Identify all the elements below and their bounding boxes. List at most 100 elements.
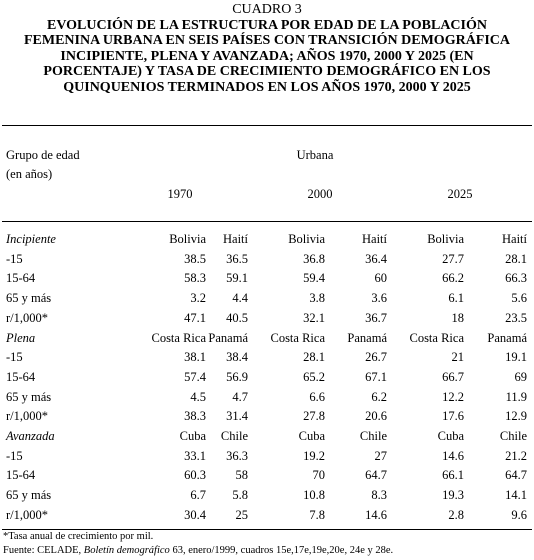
row-label: 65 y más [6,488,52,503]
source-prefix: Fuente: CELADE, [3,545,84,556]
table-cell: 18 [451,310,465,325]
country-header: Haití [362,232,387,246]
group-header: Urbana [296,148,334,162]
table-cell: 5.6 [511,291,527,306]
country-header: Haití [223,232,248,246]
table-cell: 6.1 [448,291,464,306]
table-cell: 9.6 [511,507,527,522]
table-cell: 47.1 [184,310,206,325]
table-cell: 4.4 [232,291,248,306]
table-cell: 67.1 [365,369,387,384]
table-cell: 60.3 [184,468,206,483]
table-cell: 66.7 [442,369,464,384]
row-label-header: Grupo de edad [6,148,80,162]
country-header: Costa Rica [409,330,464,345]
table-cell: 59.1 [226,271,248,286]
year-header-2025: 2025 [447,187,473,201]
row-label: -15 [6,251,23,266]
table-cell: 30.4 [184,507,206,522]
table-cell: 33.1 [184,448,206,463]
table-cell: 31.4 [226,409,248,424]
table-cell: 2.8 [448,507,464,522]
table-cell: 40.5 [226,310,248,325]
table-cell: 64.7 [505,468,527,483]
table-cell: 59.4 [303,271,325,286]
table-cell: 6.2 [371,389,387,404]
row-label-units: (en años) [6,167,53,181]
row-label: -15 [6,350,23,365]
source-suffix: 63, enero/1999, cuadros 15e,17e,19e,20e,… [169,545,394,556]
table-number: CUADRO 3 [232,2,302,17]
country-header: Panamá [487,330,527,345]
row-label: 15-64 [6,271,36,286]
table-cell: 11.9 [505,389,527,404]
table-cell: 69 [514,369,528,384]
table-cell: 5.8 [232,488,248,503]
table-cell: 14.1 [505,488,527,503]
section-label: Incipiente [6,232,56,246]
table-cell: 21 [451,350,465,365]
table-cell: 12.9 [505,409,527,424]
country-header: Cuba [179,429,206,443]
table-cell: 64.7 [365,468,387,483]
table-cell: 36.3 [226,448,248,463]
row-label: -15 [6,448,23,463]
table-cell: 57.4 [184,369,206,384]
country-header: Panamá [208,330,248,345]
footnote: *Tasa anual de crecimiento por mil. [3,531,154,542]
table-cell: 27.8 [303,409,325,424]
table-cell: 17.6 [442,409,464,424]
table-cell: 36.7 [365,310,387,325]
table-cell: 6.6 [309,389,325,404]
table-cell: 66.1 [442,468,464,483]
year-header-2000: 2000 [307,187,333,201]
table-cell: 56.9 [226,369,248,384]
country-header: Cuba [437,429,464,443]
table-cell: 38.5 [184,251,206,266]
bottom-rule [2,529,532,530]
row-label: r/1,000* [6,507,49,522]
top-rule [2,125,532,126]
table-cell: 38.3 [184,409,206,424]
table-cell: 26.7 [365,350,387,365]
table-cell: 27 [374,448,388,463]
table-cell: 36.4 [365,251,387,266]
country-header: Bolivia [169,232,206,246]
table-cell: 38.4 [226,350,248,365]
table-cell: 58.3 [184,271,206,286]
table-cell: 19.3 [442,488,464,503]
table-cell: 21.2 [505,448,527,463]
table-cell: 20.6 [365,409,387,424]
table-cell: 4.5 [190,389,206,404]
table-cell: 66.2 [442,271,464,286]
year-header-1970: 1970 [167,187,193,201]
table-cell: 12.2 [442,389,464,404]
table-cell: 36.5 [226,251,248,266]
table-cell: 3.6 [371,291,387,306]
title-line-4: PORCENTAJE) Y TASA DE CRECIMIENTO DEMOGR… [43,64,491,79]
table-cell: 10.8 [303,488,325,503]
table-cell: 3.2 [190,291,206,306]
section-label: Plena [6,330,36,345]
table-cell: 8.3 [371,488,387,503]
header-rule [2,221,532,222]
table-cell: 38.1 [184,350,206,365]
country-header: Haití [502,232,527,246]
row-label: 15-64 [6,369,36,384]
row-label: 65 y más [6,389,52,404]
table-cell: 70 [312,468,326,483]
source-note: Fuente: CELADE, Boletín demográfico 63, … [3,545,393,557]
table-cell: 6.7 [190,488,206,503]
country-header: Chile [359,429,387,443]
country-header: Panamá [347,330,387,345]
table-cell: 25 [235,507,249,522]
country-header: Costa Rica [151,330,206,345]
title-line-2: FEMENINA URBANA EN SEIS PAÍSES CON TRANS… [23,33,511,48]
country-header: Bolivia [288,232,325,246]
row-label: r/1,000* [6,310,49,325]
section-label: Avanzada [6,429,55,443]
table-cell: 28.1 [303,350,325,365]
table-cell: 58 [235,468,249,483]
row-label: r/1,000* [6,409,49,424]
table-cell: 19.1 [505,350,527,365]
